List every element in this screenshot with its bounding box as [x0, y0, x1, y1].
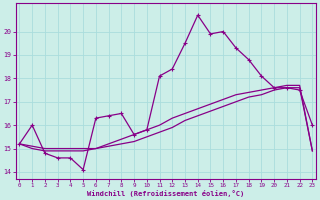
X-axis label: Windchill (Refroidissement éolien,°C): Windchill (Refroidissement éolien,°C) — [87, 190, 244, 197]
